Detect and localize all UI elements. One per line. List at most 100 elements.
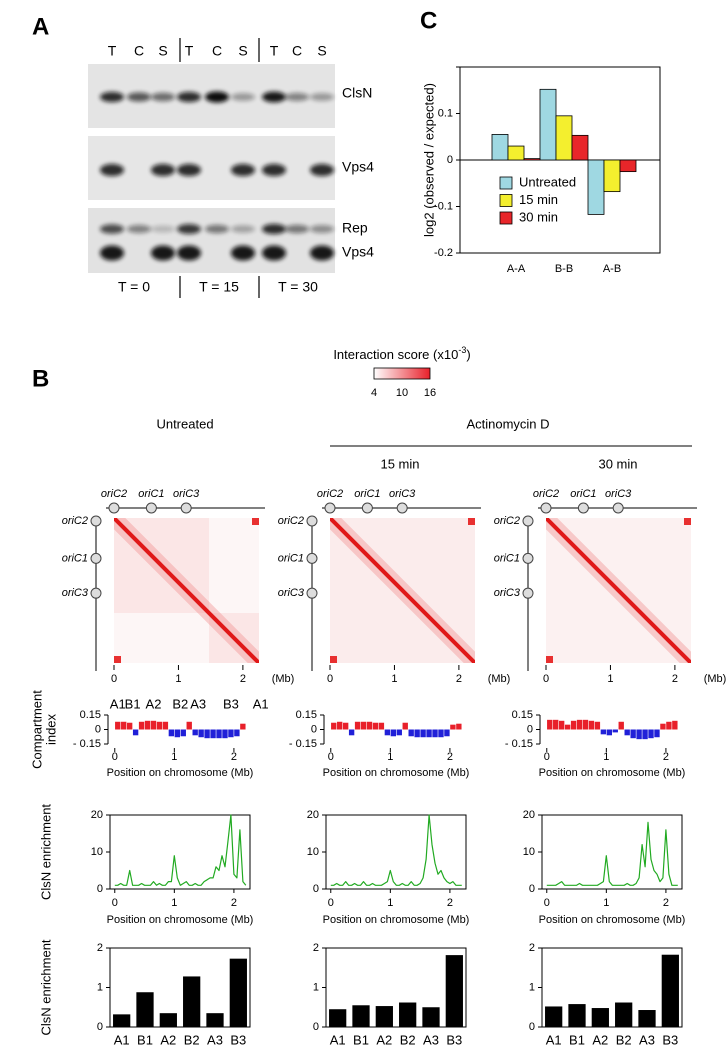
band-label: ClsN (342, 85, 372, 101)
blot-band (231, 163, 255, 177)
x-axis-label: Position on chromosome (Mb) (323, 914, 470, 926)
blot-band (177, 245, 201, 261)
compartment-bar (234, 729, 240, 737)
compartment-bar (654, 729, 660, 738)
segment-label: A2 (146, 696, 162, 711)
origin-label: oriC1 (278, 552, 304, 564)
chart: 0.15 0 - 0.15 0 1 2 Position on chromosome (Mb… (289, 709, 470, 779)
origin-marker (577, 502, 589, 514)
compartment-bar (210, 729, 216, 739)
axis-unit: (Mb) (704, 673, 727, 685)
compartment-bar (186, 721, 192, 730)
x-tick-label: A1 (330, 1032, 346, 1047)
blot-band (285, 92, 309, 102)
compartment-bar (396, 729, 402, 736)
origin-marker (306, 552, 318, 564)
y-tick-label: - 0.15 (289, 738, 317, 750)
x-tick-label: 1 (171, 897, 177, 909)
compartment-block (144, 518, 174, 548)
chart: 0 1 2 A1 B1 A2 B2 A3 B3 (313, 942, 467, 1047)
y-axis-label: log2 (observed / expected) (421, 83, 436, 237)
compartment-bar (174, 729, 180, 738)
corner (114, 656, 121, 663)
heatmap: oriC2 oriC2 oriC1 oriC1 oriC3 oriC3 0 1 2 (Mb) (62, 488, 295, 685)
origin-marker (540, 502, 552, 514)
compartment-bar (348, 729, 355, 736)
band-label: Rep (342, 220, 368, 236)
axis-unit: (Mb) (488, 673, 511, 685)
y-tick-label: 0 (95, 723, 101, 735)
colorbar-exponent: -3 (458, 345, 466, 355)
compartment-bar (558, 720, 565, 730)
x-tick-label: A2 (592, 1032, 608, 1047)
segment-label: A1 (253, 696, 269, 711)
origin-marker (108, 502, 120, 514)
legend-swatch (499, 176, 513, 190)
compartment-bar (444, 729, 450, 737)
colorbar-tick-label: 10 (396, 387, 408, 399)
origin-marker (522, 587, 534, 599)
x-tick-label: B1 (353, 1032, 369, 1047)
x-tick-label: 2 (447, 751, 453, 763)
compartment-bar (331, 722, 337, 730)
y-tick-label: -0.1 (434, 200, 453, 212)
blot-band (205, 91, 229, 103)
x-tick-label: 1 (603, 751, 609, 763)
bar (422, 1007, 440, 1027)
bar (375, 1006, 393, 1027)
x-tick-label: A1 (114, 1032, 130, 1047)
lane-label: S (317, 43, 326, 59)
compartment-bar (600, 729, 607, 735)
heatmap-content (330, 518, 475, 663)
x-axis-label: Position on chromosome (Mb) (107, 767, 254, 779)
origin-label: oriC3 (278, 587, 305, 599)
x-axis-label: Position on chromosome (Mb) (107, 914, 254, 926)
blot-band (262, 245, 286, 261)
compartment-bar (547, 719, 553, 730)
x-tick-label: 0 (111, 673, 117, 685)
origin-label: oriC3 (62, 587, 89, 599)
blot-band (177, 91, 201, 103)
x-tick-label: A3 (207, 1032, 223, 1047)
corner (546, 656, 553, 663)
enrichment-line (330, 814, 462, 886)
x-tick-label: 1 (607, 673, 613, 685)
x-tick-label: 1 (391, 673, 397, 685)
y-tick-label: 10 (307, 846, 319, 858)
x-tick-label: 2 (663, 751, 669, 763)
bar (329, 1009, 347, 1027)
timepoint: T = 0 (118, 279, 150, 295)
origin-label: oriC1 (354, 488, 380, 500)
blot-band (310, 163, 334, 177)
blot-band (310, 225, 334, 233)
compartment-bar (378, 722, 385, 730)
origin-label: oriC3 (173, 488, 200, 500)
x-tick-label: A3 (639, 1032, 655, 1047)
x-tick-label: 2 (672, 673, 678, 685)
x-tick-label: B1 (569, 1032, 585, 1047)
y-tick-label: 0 (529, 1021, 535, 1033)
blot-band (177, 163, 201, 177)
heatmap: oriC2 oriC2 oriC1 oriC1 oriC3 oriC3 0 1 2 (Mb) (278, 488, 511, 685)
blot-band (100, 224, 124, 234)
x-tick-label: A2 (160, 1032, 176, 1047)
chart: 0.15 0 - 0.15 0 1 2 Position on chromosome (Mb… (505, 709, 686, 779)
compartment-bar (360, 721, 367, 730)
compartment-bar (144, 720, 151, 730)
plot-frame (325, 947, 467, 1028)
blot-band (262, 91, 286, 103)
origin-marker (522, 552, 534, 564)
compartment-bar (121, 721, 127, 730)
y-tick-label: 2 (97, 942, 103, 954)
compartment-bar (450, 724, 456, 730)
lane-label: C (292, 43, 302, 59)
x-tick-label: A2 (376, 1032, 392, 1047)
compartment-bar (132, 729, 139, 736)
compartment-bar (408, 729, 414, 737)
axis-unit: (Mb) (272, 673, 295, 685)
compartment-bar (366, 721, 373, 730)
bar (491, 134, 509, 161)
chart: 0 10 20 ClsN enrichment 0 1 2 Position on chrom… (38, 804, 253, 926)
origin-label: oriC2 (317, 488, 343, 500)
origin-marker (361, 502, 373, 514)
